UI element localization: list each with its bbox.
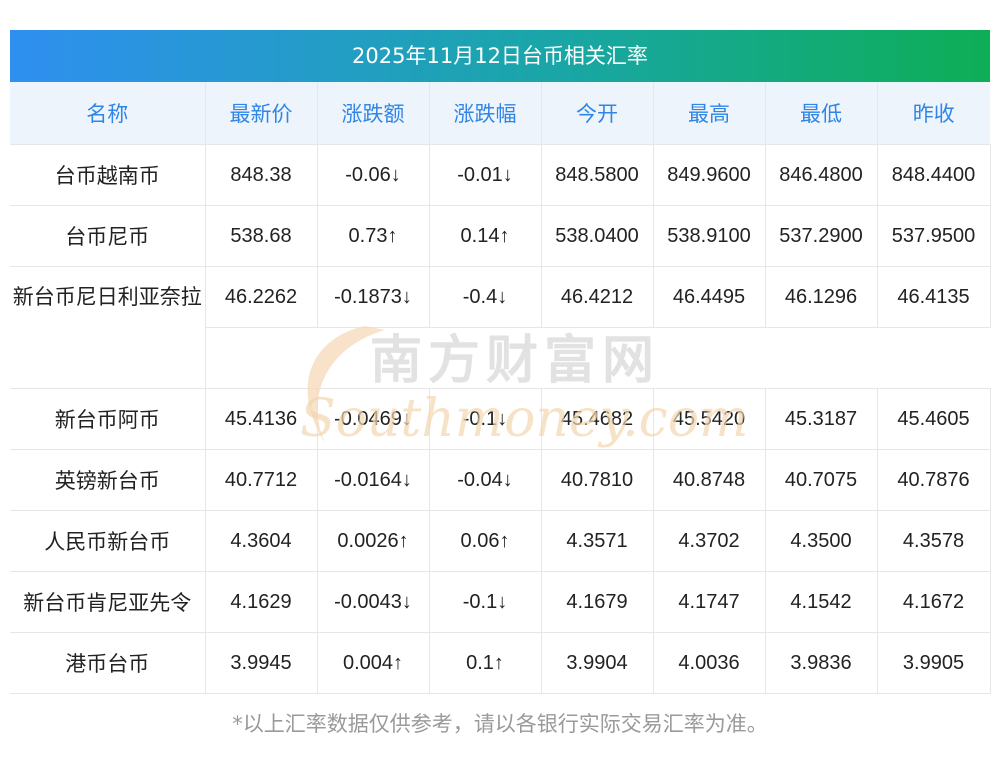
open-cell: 4.3571 — [541, 510, 654, 572]
change-cell: 0.73↑ — [317, 205, 430, 267]
high-cell: 40.8748 — [653, 449, 766, 511]
open-cell: 848.5800 — [541, 144, 654, 206]
col-header-change-pct: 涨跌幅 — [429, 82, 542, 145]
currency-pair-name: 新台币阿币 — [10, 388, 206, 450]
change-cell: 0.0026↑ — [317, 510, 430, 572]
open-cell: 46.4212 — [541, 266, 654, 328]
col-header-low: 最低 — [765, 82, 878, 145]
change-pct-cell: 0.14↑ — [429, 205, 542, 267]
table-row: 新台币阿币 45.4136 -0.0469↓ -0.1↓ 45.4682 45.5420 4… — [10, 388, 991, 450]
high-cell: 46.4495 — [653, 266, 766, 328]
table-row: 台币越南币 848.38 -0.06↓ -0.01↓ 848.5800 849.9600 8… — [10, 144, 991, 206]
currency-pair-name: 人民币新台币 — [10, 510, 206, 572]
latest-price-cell: 46.2262 — [205, 266, 318, 328]
low-cell: 4.3500 — [765, 510, 878, 572]
open-cell: 538.0400 — [541, 205, 654, 267]
table-header-row: 名称 最新价 涨跌额 涨跌幅 今开 最高 最低 昨收 — [10, 82, 990, 145]
table-row: 新台币尼日利亚奈拉 46.2262 -0.1873↓ -0.4↓ 46.4212 46.4… — [10, 266, 991, 389]
col-header-high: 最高 — [653, 82, 766, 145]
table-row: 台币尼币 538.68 0.73↑ 0.14↑ 538.0400 538.9100 537.… — [10, 205, 991, 267]
high-cell: 4.0036 — [653, 632, 766, 694]
currency-pair-name: 港币台币 — [10, 632, 206, 694]
latest-price-cell: 4.1629 — [205, 571, 318, 633]
latest-price-cell: 4.3604 — [205, 510, 318, 572]
prev-close-cell: 3.9905 — [877, 632, 991, 694]
change-pct-cell: -0.4↓ — [429, 266, 542, 328]
latest-price-cell: 45.4136 — [205, 388, 318, 450]
currency-pair-name: 台币尼币 — [10, 205, 206, 267]
exchange-rate-table: 名称 最新价 涨跌额 涨跌幅 今开 最高 最低 昨收 台币越南币 848.38 -0… — [10, 82, 991, 694]
change-cell: -0.06↓ — [317, 144, 430, 206]
low-cell: 46.1296 — [765, 266, 878, 328]
change-cell: 0.004↑ — [317, 632, 430, 694]
high-cell: 538.9100 — [653, 205, 766, 267]
latest-price-cell: 3.9945 — [205, 632, 318, 694]
low-cell: 846.4800 — [765, 144, 878, 206]
table-row: 新台币肯尼亚先令 4.1629 -0.0043↓ -0.1↓ 4.1679 4.1747 4… — [10, 571, 991, 633]
table-row: 英镑新台币 40.7712 -0.0164↓ -0.04↓ 40.7810 40.8748… — [10, 449, 991, 511]
col-header-prev-close: 昨收 — [877, 82, 990, 145]
prev-close-cell: 4.1672 — [877, 571, 991, 633]
prev-close-cell: 46.4135 — [877, 266, 991, 328]
disclaimer-footer: *以上汇率数据仅供参考，请以各银行实际交易汇率为准。 — [232, 712, 768, 736]
table-row: 港币台币 3.9945 0.004↑ 0.1↑ 3.9904 4.0036 3.9836 3.… — [10, 632, 991, 694]
col-header-change: 涨跌额 — [317, 82, 430, 145]
change-pct-cell: -0.01↓ — [429, 144, 542, 206]
table-row: 人民币新台币 4.3604 0.0026↑ 0.06↑ 4.3571 4.3702 4.35… — [10, 510, 991, 572]
wrap-spacer-cell — [205, 327, 990, 389]
currency-pair-name: 台币越南币 — [10, 144, 206, 206]
low-cell: 40.7075 — [765, 449, 878, 511]
high-cell: 4.3702 — [653, 510, 766, 572]
change-pct-cell: -0.04↓ — [429, 449, 542, 511]
prev-close-cell: 537.9500 — [877, 205, 991, 267]
open-cell: 45.4682 — [541, 388, 654, 450]
prev-close-cell: 4.3578 — [877, 510, 991, 572]
low-cell: 537.2900 — [765, 205, 878, 267]
open-cell: 3.9904 — [541, 632, 654, 694]
change-pct-cell: -0.1↓ — [429, 388, 542, 450]
low-cell: 3.9836 — [765, 632, 878, 694]
col-header-latest: 最新价 — [205, 82, 318, 145]
open-cell: 40.7810 — [541, 449, 654, 511]
change-cell: -0.1873↓ — [317, 266, 430, 328]
change-pct-cell: -0.1↓ — [429, 571, 542, 633]
change-cell: -0.0043↓ — [317, 571, 430, 633]
prev-close-cell: 848.4400 — [877, 144, 991, 206]
change-pct-cell: 0.06↑ — [429, 510, 542, 572]
low-cell: 4.1542 — [765, 571, 878, 633]
change-cell: -0.0164↓ — [317, 449, 430, 511]
table-title: 2025年11月12日台币相关汇率 — [10, 30, 990, 82]
currency-pair-name: 新台币尼日利亚奈拉 — [10, 266, 206, 389]
change-cell: -0.0469↓ — [317, 388, 430, 450]
currency-pair-name: 新台币肯尼亚先令 — [10, 571, 206, 633]
high-cell: 4.1747 — [653, 571, 766, 633]
currency-pair-name: 英镑新台币 — [10, 449, 206, 511]
col-header-name: 名称 — [10, 82, 206, 145]
open-cell: 4.1679 — [541, 571, 654, 633]
latest-price-cell: 848.38 — [205, 144, 318, 206]
change-pct-cell: 0.1↑ — [429, 632, 542, 694]
latest-price-cell: 538.68 — [205, 205, 318, 267]
latest-price-cell: 40.7712 — [205, 449, 318, 511]
col-header-open: 今开 — [541, 82, 654, 145]
high-cell: 849.9600 — [653, 144, 766, 206]
prev-close-cell: 45.4605 — [877, 388, 991, 450]
prev-close-cell: 40.7876 — [877, 449, 991, 511]
low-cell: 45.3187 — [765, 388, 878, 450]
high-cell: 45.5420 — [653, 388, 766, 450]
